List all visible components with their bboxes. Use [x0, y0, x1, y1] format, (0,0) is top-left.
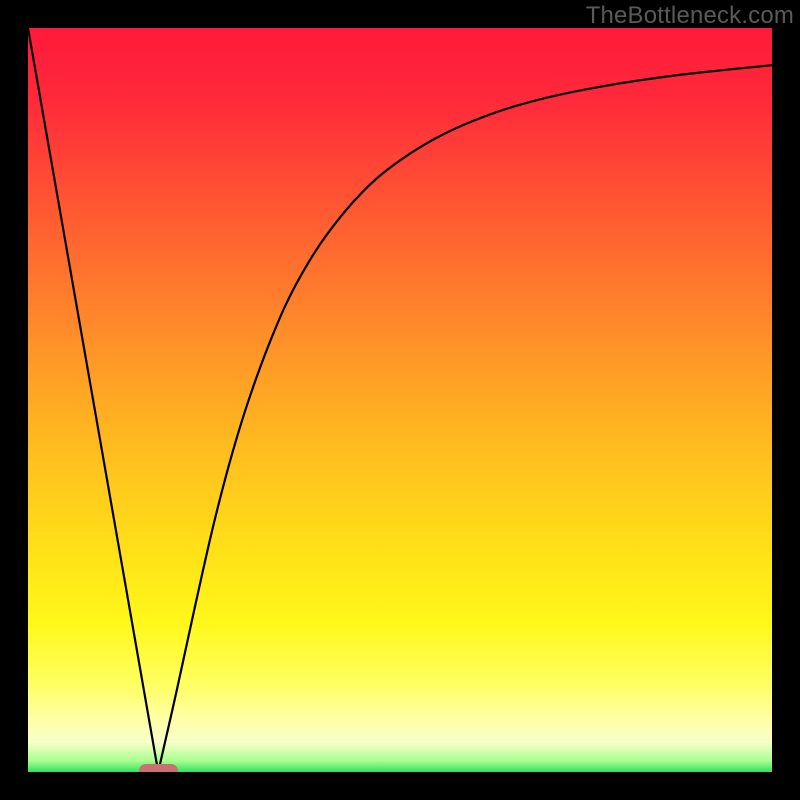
bottleneck-curve	[28, 28, 772, 772]
chart-container: TheBottleneck.com	[0, 0, 800, 800]
plot-area	[28, 28, 772, 772]
minimum-marker	[139, 764, 178, 772]
curve-layer	[28, 28, 772, 772]
watermark-text: TheBottleneck.com	[586, 2, 794, 30]
